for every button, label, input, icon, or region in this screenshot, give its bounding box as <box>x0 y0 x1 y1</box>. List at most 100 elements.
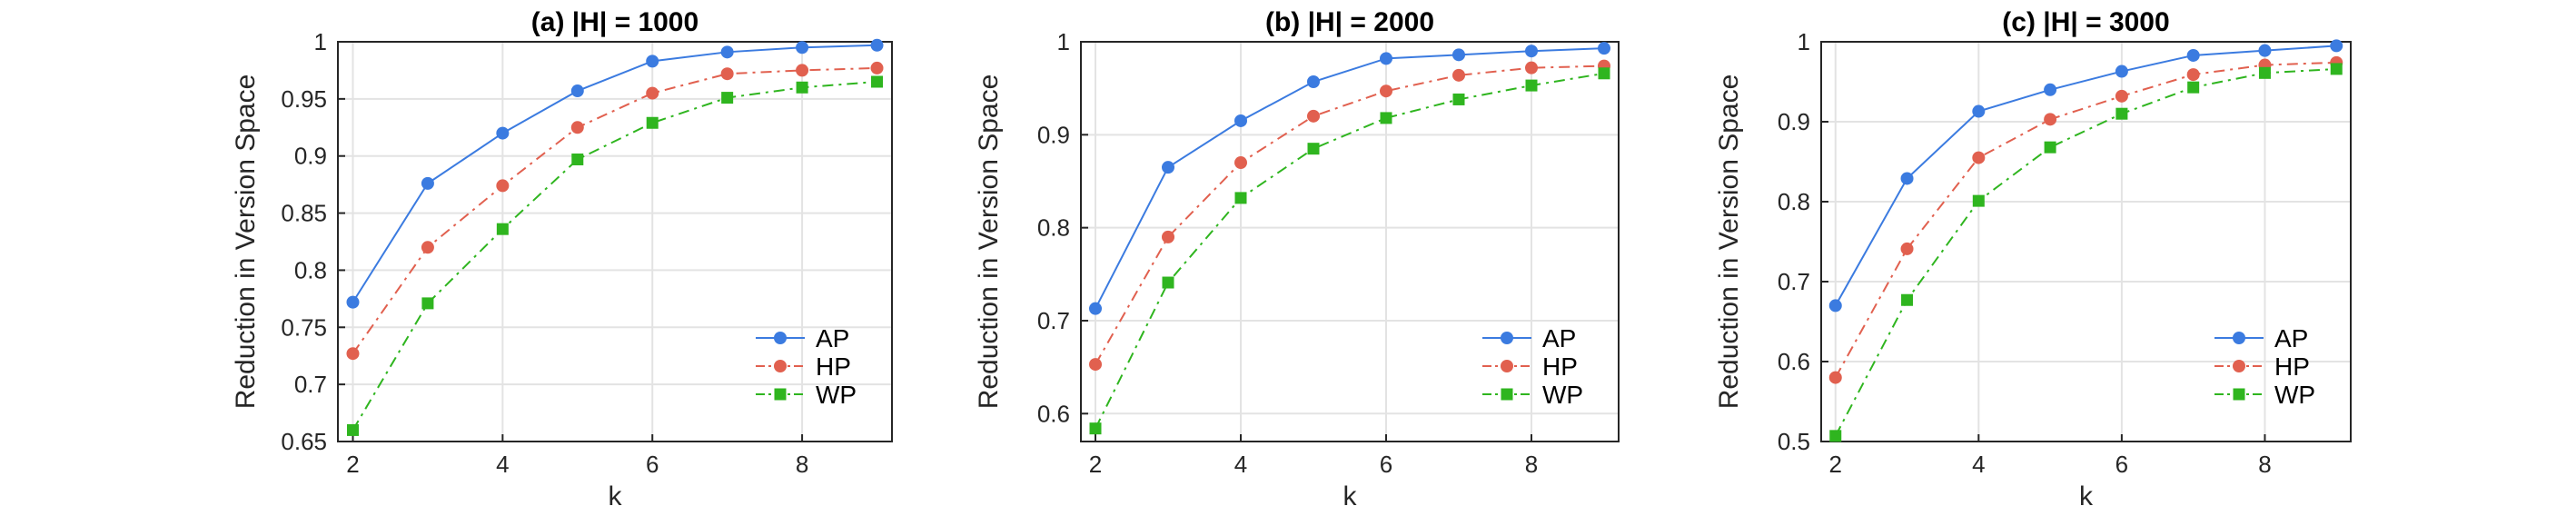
data-point-hp <box>870 61 884 74</box>
data-point-ap <box>421 176 434 190</box>
data-point-wp <box>1307 143 1320 155</box>
x-axis-label: k <box>1343 481 1358 511</box>
data-point-ap <box>346 295 360 309</box>
legend-label-wp: WP <box>2274 381 2315 409</box>
data-point-ap <box>1828 299 1842 313</box>
data-point-wp <box>496 223 509 235</box>
data-point-ap <box>1380 52 1392 65</box>
data-point-wp <box>2187 81 2200 94</box>
data-point-ap <box>2258 44 2272 57</box>
y-tick-label: 0.9 <box>294 143 327 170</box>
data-point-ap <box>1162 161 1174 174</box>
y-axis-label: Reduction in Version Space <box>1714 74 1744 410</box>
data-point-wp <box>421 297 434 310</box>
x-tick-label: 4 <box>1972 451 1985 478</box>
plot-area <box>1821 42 2351 442</box>
y-axis-label: Reduction in Version Space <box>974 74 1004 410</box>
data-point-wp <box>1234 192 1247 204</box>
x-axis-label: k <box>2079 481 2094 511</box>
legend-marker-wp <box>2233 388 2245 401</box>
data-point-hp <box>1307 109 1320 123</box>
y-axis-label: Reduction in Version Space <box>231 74 261 410</box>
plot-area <box>1081 42 1619 442</box>
series-ap <box>1828 39 2343 313</box>
data-point-ap <box>2115 64 2128 78</box>
data-point-ap <box>1598 42 1610 55</box>
y-tick-label: 0.7 <box>1778 268 1810 295</box>
legend-marker-hp <box>774 360 787 372</box>
x-tick-label: 8 <box>2258 451 2271 478</box>
legend-marker-hp <box>1501 360 1513 372</box>
series-hp <box>1089 59 1610 372</box>
y-tick-label: 0.8 <box>1778 188 1810 215</box>
data-point-wp <box>1972 194 1985 207</box>
legend-label-wp: WP <box>1542 381 1583 409</box>
data-point-hp <box>1452 68 1465 82</box>
data-point-hp <box>646 86 659 100</box>
series-wp <box>1829 63 2343 442</box>
data-point-wp <box>2330 63 2343 75</box>
data-point-hp <box>2044 113 2057 126</box>
data-point-hp <box>796 64 809 77</box>
y-tick-label: 0.5 <box>1778 428 1810 455</box>
data-point-hp <box>1972 151 1986 164</box>
data-point-wp <box>1452 93 1465 105</box>
series-hp <box>346 61 884 361</box>
data-point-hp <box>496 179 510 193</box>
series-line-ap <box>352 44 877 303</box>
legend-label-hp: HP <box>2274 352 2310 381</box>
y-tick-label: 0.6 <box>1778 348 1810 375</box>
data-point-ap <box>2186 48 2200 62</box>
data-point-wp <box>1829 430 1842 442</box>
y-tick-label: 0.6 <box>1037 400 1070 427</box>
legend-label-hp: HP <box>1542 352 1578 381</box>
legend-marker-ap <box>774 332 787 344</box>
x-tick-label: 4 <box>1234 451 1247 478</box>
y-tick-label: 0.85 <box>281 200 327 227</box>
data-point-ap <box>796 41 809 55</box>
data-point-wp <box>1525 79 1538 92</box>
data-point-hp <box>720 67 734 81</box>
chart-panel-0: 2 4 6 8 0.65 0.7 0.75 0.8 0.85 0.9 0.95 1 (a) |H| = … <box>231 7 893 511</box>
y-tick-label: 0.9 <box>1037 121 1070 148</box>
chart-title: (a) |H| = 1000 <box>531 7 698 37</box>
data-point-ap <box>646 55 659 68</box>
data-point-wp <box>2258 66 2271 79</box>
series-line-hp <box>352 66 877 354</box>
axes-box <box>337 41 893 442</box>
data-point-ap <box>2044 83 2057 96</box>
data-point-ap <box>1089 302 1102 315</box>
series-line-wp <box>1095 72 1605 430</box>
data-point-wp <box>796 81 808 94</box>
chart-panel-2: 2 4 6 8 0.5 0.6 0.7 0.8 0.9 1 (c) |H| = 3000 k Reduc… <box>1714 7 2352 511</box>
data-point-hp <box>1900 242 1914 255</box>
data-point-wp <box>1598 67 1610 80</box>
data-point-ap <box>1525 45 1538 58</box>
data-point-hp <box>1380 84 1392 98</box>
data-point-hp <box>1089 358 1102 372</box>
data-point-wp <box>646 116 659 129</box>
data-point-hp <box>570 121 584 134</box>
x-tick-label: 8 <box>796 451 808 478</box>
data-point-wp <box>721 92 734 104</box>
chart-panel-1: 2 4 6 8 0.6 0.7 0.8 0.9 1 (b) |H| = 2000 k Reductio… <box>974 7 1620 511</box>
legend-marker-wp <box>1501 388 1513 401</box>
plot-area <box>338 42 892 442</box>
series-line-wp <box>352 81 877 431</box>
x-tick-label: 6 <box>2115 451 2128 478</box>
axes-box <box>1820 41 2352 442</box>
data-point-ap <box>870 38 884 52</box>
legend-label-ap: AP <box>2274 324 2308 352</box>
x-axis-label: k <box>609 481 623 511</box>
data-point-wp <box>2044 141 2056 154</box>
x-tick-label: 2 <box>346 451 359 478</box>
legend-label-ap: AP <box>816 324 849 352</box>
legend-label-hp: HP <box>816 352 851 381</box>
data-point-ap <box>1900 172 1914 185</box>
data-point-hp <box>1234 156 1247 170</box>
series-ap <box>1089 42 1610 315</box>
